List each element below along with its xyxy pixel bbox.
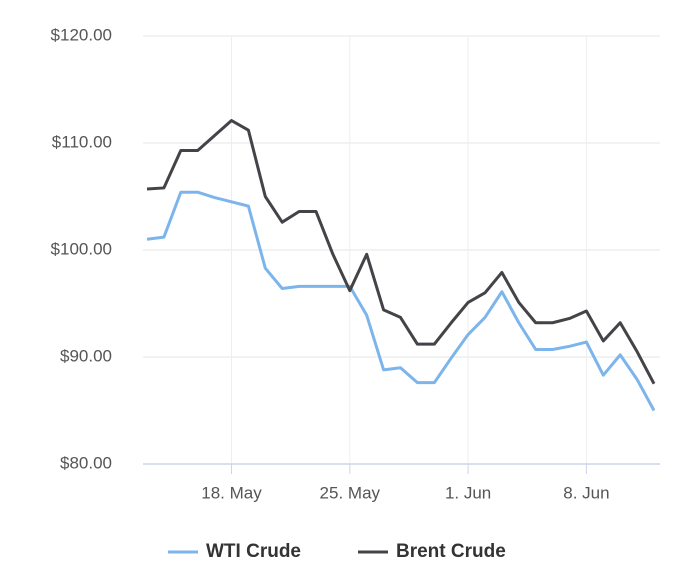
y-tick-label: $90.00	[60, 346, 112, 365]
y-tick-label: $100.00	[51, 239, 112, 258]
legend-label: Brent Crude	[396, 541, 506, 562]
x-tick-label: 8. Jun	[563, 483, 609, 502]
data-line	[146, 190, 656, 412]
y-tick-label: $110.00	[52, 132, 112, 151]
x-tick-label: 18. May	[201, 483, 262, 502]
y-tick-label: $80.00	[60, 453, 112, 472]
x-tick-label: 1. Jun	[445, 483, 491, 502]
data-line	[146, 119, 656, 385]
legend-label: WTI Crude	[206, 541, 301, 562]
legend-item: Brent Crude	[358, 541, 506, 562]
x-tick-label: 25. May	[320, 483, 381, 502]
legend-item: WTI Crude	[168, 541, 301, 562]
y-tick-label: $120.00	[51, 25, 112, 44]
